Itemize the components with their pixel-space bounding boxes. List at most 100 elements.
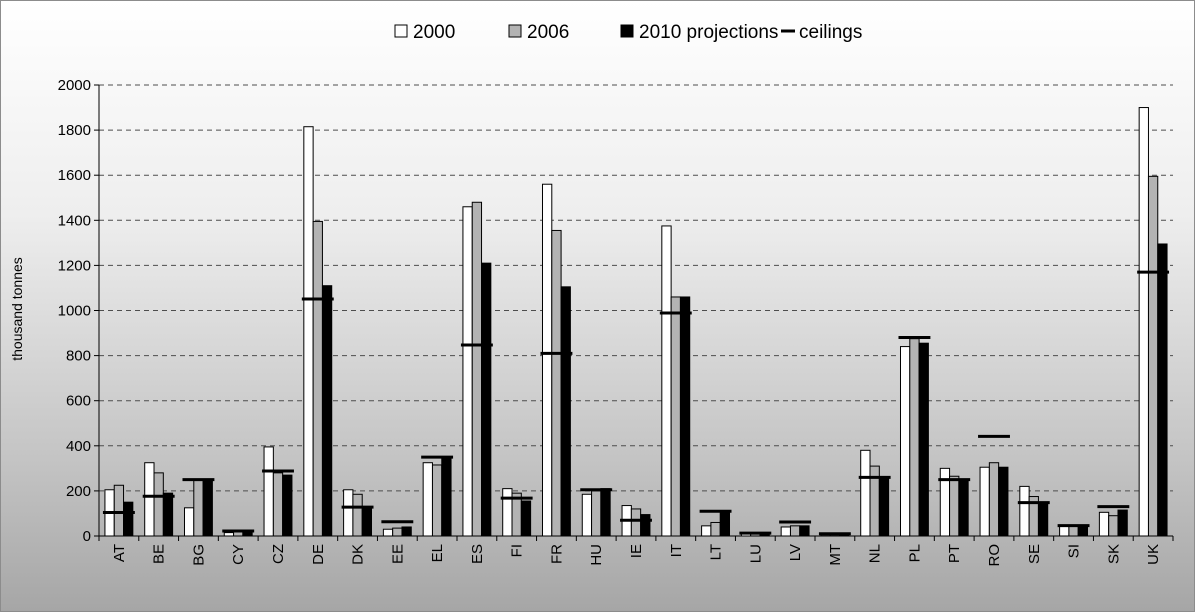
bar-2006-CZ — [272, 472, 284, 537]
x-tick-label: LU — [747, 544, 764, 563]
bar-2006-BE — [153, 472, 164, 537]
bar-2000-IT — [661, 225, 672, 537]
bar-2006-HU — [591, 490, 602, 537]
x-tick-label: SI — [1066, 544, 1083, 558]
bar-2010-projections-IE — [640, 514, 651, 537]
x-tick-label: SE — [1026, 544, 1043, 564]
legend: 2000 2006 2010 projections ceilings — [394, 22, 862, 43]
bar-2006-IE — [630, 508, 642, 537]
x-tick-label: BG — [190, 544, 207, 566]
y-tick-label: 1600 — [58, 167, 91, 184]
bar-2006-IT — [670, 296, 681, 537]
bar-2006-SK — [1108, 515, 1119, 537]
legend-item-2010-projections: 2010 projections — [620, 22, 778, 43]
bar-2000-FR — [541, 183, 553, 537]
x-tick-label: FI — [509, 544, 526, 557]
x-tick-label: UK — [1145, 544, 1162, 565]
y-tick-label: 1000 — [58, 303, 91, 320]
bar-2010-projections-SK — [1117, 509, 1128, 537]
bar-2000-RO — [979, 466, 990, 537]
bar-2000-LT — [701, 525, 712, 537]
bar-2000-SI — [1059, 525, 1070, 537]
bar-2000-UK — [1138, 107, 1149, 537]
y-tick-label: 600 — [66, 393, 91, 410]
bar-2010-projections-BE — [162, 492, 174, 537]
bar-2006-PT — [949, 475, 960, 537]
bar-2006-BG — [193, 479, 204, 537]
bar-2010-projections-SI — [1077, 525, 1089, 537]
y-tick-label: 1800 — [58, 122, 91, 139]
y-tick-label: 0 — [83, 528, 91, 545]
bar-2000-LV — [780, 526, 791, 537]
bar-2006-PL — [909, 338, 920, 537]
x-tick-label: IE — [628, 544, 645, 558]
x-tick-label: LV — [787, 544, 804, 561]
bar-2010-projections-BG — [202, 479, 213, 537]
bar-2006-LT — [710, 521, 721, 537]
y-tick-label: 200 — [66, 483, 91, 500]
x-tick-label: DK — [350, 544, 367, 565]
bar-2010-projections-NL — [878, 476, 890, 537]
bar-2006-EL — [431, 464, 443, 537]
x-tick-label: ES — [469, 544, 486, 564]
axes: 0 200 400 600 800 1000 1200 1400 1600 1800 2000 AT B… — [58, 77, 1174, 567]
bar-2006-UK — [1147, 175, 1159, 537]
y-tick-label: 800 — [66, 348, 91, 365]
black-square-icon — [620, 24, 634, 38]
bar-2010-projections-EL — [441, 456, 452, 537]
bar-2000-SK — [1098, 511, 1110, 537]
bar-2006-ES — [471, 201, 483, 537]
x-tick-label: RO — [986, 544, 1003, 567]
bar-2000-FI — [502, 488, 513, 537]
x-tick-label: EL — [429, 544, 446, 562]
bar-2006-LV — [789, 525, 801, 537]
ceiling-markers — [102, 270, 1170, 536]
x-tick-label: FR — [548, 544, 565, 564]
bar-2006-SI — [1068, 525, 1079, 537]
bar-2010-projections-SE — [1037, 501, 1049, 537]
y-tick-label: 1200 — [58, 257, 91, 274]
bar-2006-FR — [551, 229, 562, 537]
x-tick-label: DE — [310, 544, 327, 565]
x-tick-label: LT — [708, 544, 725, 560]
bar-2010-projections-FI — [520, 500, 532, 537]
bar-2010-projections-UK — [1157, 243, 1168, 537]
bar-2006-EE — [392, 527, 403, 537]
bar-2000-CY — [223, 532, 235, 537]
x-tick-label: CZ — [270, 544, 287, 564]
x-tick-label: MT — [827, 544, 844, 566]
gray-square-icon — [508, 24, 522, 38]
bar-2010-projections-PL — [918, 342, 929, 537]
y-tick-label: 2000 — [58, 77, 91, 94]
y-tick-label: 400 — [66, 438, 91, 455]
legend-item-2006: 2006 — [508, 22, 569, 43]
bar-2000-DE — [303, 126, 314, 537]
bar-2006-AT — [113, 484, 125, 537]
bar-2010-projections-PT — [958, 480, 969, 537]
x-tick-label: PT — [946, 544, 963, 563]
bar-2000-NL — [860, 449, 871, 537]
bar-2000-DK — [343, 489, 354, 537]
bar-2006-RO — [988, 462, 1000, 537]
bar-2010-projections-DK — [361, 506, 373, 537]
bar-2010-projections-LT — [719, 511, 731, 537]
bar-2000-BG — [183, 507, 195, 537]
bar-2010-projections-LV — [799, 525, 810, 537]
bar-2000-EE — [382, 528, 394, 537]
bar-2006-DK — [352, 493, 363, 537]
white-square-icon — [394, 24, 408, 38]
legend-item-2000: 2000 — [394, 22, 455, 43]
legend-label: 2000 — [413, 22, 455, 43]
legend-label: ceilings — [799, 22, 862, 43]
x-tick-label: NL — [867, 544, 884, 563]
bar-2010-projections-DE — [321, 285, 333, 537]
bar-2000-CZ — [263, 446, 274, 537]
y-tick-label: 1400 — [58, 212, 91, 229]
bar-2010-projections-HU — [600, 488, 611, 537]
gridlines — [99, 84, 1173, 492]
bar-2000-ES — [462, 206, 473, 537]
x-tick-label: IT — [668, 544, 685, 557]
bar-2010-projections-EE — [401, 526, 412, 537]
